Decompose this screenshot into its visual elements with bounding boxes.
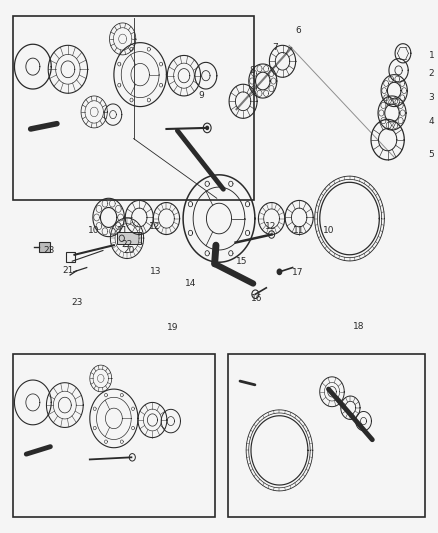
- Text: 18: 18: [353, 322, 365, 330]
- Text: 4: 4: [429, 117, 434, 126]
- Text: 14: 14: [185, 279, 196, 288]
- Text: 1: 1: [428, 52, 434, 60]
- Text: 9: 9: [198, 92, 205, 100]
- Bar: [66, 252, 75, 262]
- Bar: [13, 354, 215, 517]
- Circle shape: [206, 126, 208, 130]
- Text: 12: 12: [265, 222, 276, 231]
- Text: 22: 22: [121, 240, 133, 248]
- Text: 11: 11: [117, 226, 128, 235]
- Circle shape: [277, 269, 282, 274]
- Text: 6: 6: [295, 27, 301, 35]
- Bar: [228, 354, 425, 517]
- Text: 21: 21: [62, 266, 74, 275]
- Text: 8: 8: [249, 66, 255, 75]
- Text: 19: 19: [167, 324, 179, 332]
- Text: 5: 5: [428, 150, 434, 159]
- Bar: [13, 16, 254, 200]
- Text: 15: 15: [236, 257, 247, 265]
- Text: 16: 16: [251, 294, 262, 303]
- Text: 10: 10: [323, 226, 334, 235]
- Bar: [39, 242, 50, 252]
- Text: 17: 17: [292, 269, 304, 277]
- Text: 23: 23: [43, 246, 55, 255]
- Text: 7: 7: [272, 44, 278, 52]
- Text: 20: 20: [124, 246, 135, 255]
- Text: 13: 13: [150, 268, 161, 276]
- Text: 3: 3: [428, 93, 434, 101]
- Text: 12: 12: [148, 222, 160, 231]
- Bar: [117, 232, 141, 244]
- Text: 2: 2: [429, 69, 434, 78]
- Text: 23: 23: [71, 298, 82, 307]
- Text: 10: 10: [88, 226, 100, 235]
- Text: 11: 11: [293, 226, 305, 235]
